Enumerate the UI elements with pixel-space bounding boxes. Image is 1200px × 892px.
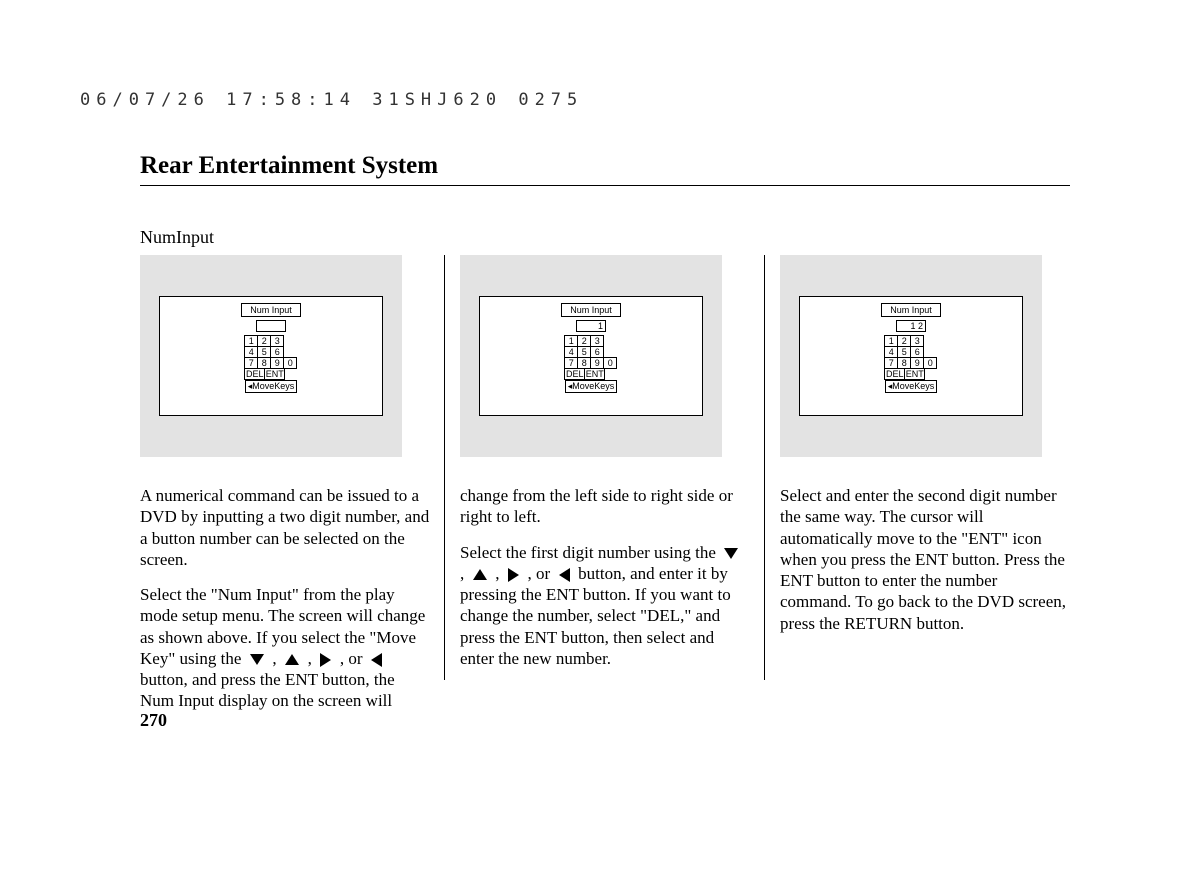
key-ent: ENT [904,368,925,380]
body-text-col2: change from the left side to right side … [460,485,750,669]
left-triangle-icon [371,653,382,667]
movekeys-label: ◂MoveKeys [245,380,298,393]
screen-illustration-3: Num Input 1 2 1 2 3 4 5 6 7 8 [780,255,1042,457]
down-triangle-icon [250,654,264,665]
page-title: Rear Entertainment System [140,152,438,180]
keypad: 1 2 3 4 5 6 7 8 9 0 [245,335,298,393]
right-triangle-icon [320,653,331,667]
screen-inner: Num Input 1 2 1 2 3 4 5 6 7 8 [799,296,1023,416]
screen-illustration-1: Num Input 1 2 3 4 5 6 7 8 [140,255,402,457]
right-triangle-icon [508,568,519,582]
numinput-label: Num Input [241,303,301,317]
movekeys-label: ◂MoveKeys [565,380,618,393]
value-display: 1 [576,320,606,332]
key: 0 [603,357,617,369]
screen-illustration-2: Num Input 1 1 2 3 4 5 6 7 8 [460,255,722,457]
screen-inner: Num Input 1 1 2 3 4 5 6 7 8 [479,296,703,416]
up-triangle-icon [285,654,299,665]
paragraph: Select and enter the second digit number… [780,485,1070,634]
down-triangle-icon [724,548,738,559]
value-display: 1 2 [896,320,926,332]
content-columns: Num Input 1 2 3 4 5 6 7 8 [140,255,1070,726]
header-timestamp: 06/07/26 17:58:14 31SHJ620 0275 [80,90,583,110]
body-text-col1: A numerical command can be issued to a D… [140,485,430,712]
column-1: Num Input 1 2 3 4 5 6 7 8 [140,255,430,726]
section-subheading: NumInput [140,227,214,248]
up-triangle-icon [473,569,487,580]
screen-inner: Num Input 1 2 3 4 5 6 7 8 [159,296,383,416]
key-del: DEL [564,368,585,380]
paragraph: Select the "Num Input" from the play mod… [140,584,430,712]
column-divider [764,255,765,680]
key-del: DEL [884,368,905,380]
key-ent: ENT [584,368,605,380]
paragraph: A numerical command can be issued to a D… [140,485,430,570]
key-del: DEL [244,368,265,380]
page-number: 270 [140,710,167,731]
column-3: Num Input 1 2 1 2 3 4 5 6 7 8 [780,255,1070,726]
left-triangle-icon [559,568,570,582]
keypad: 1 2 3 4 5 6 7 8 9 0 [885,335,938,393]
keypad: 1 2 3 4 5 6 7 8 9 0 [565,335,618,393]
movekeys-label: ◂MoveKeys [885,380,938,393]
body-text-col3: Select and enter the second digit number… [780,485,1070,634]
numinput-label: Num Input [881,303,941,317]
paragraph: change from the left side to right side … [460,485,750,528]
column-2: Num Input 1 1 2 3 4 5 6 7 8 [460,255,750,726]
paragraph: Select the first digit number using the … [460,542,750,670]
numinput-label: Num Input [561,303,621,317]
value-display [256,320,286,332]
key: 0 [283,357,297,369]
key-ent: ENT [264,368,285,380]
title-rule [140,185,1070,186]
key: 0 [923,357,937,369]
column-divider [444,255,445,680]
